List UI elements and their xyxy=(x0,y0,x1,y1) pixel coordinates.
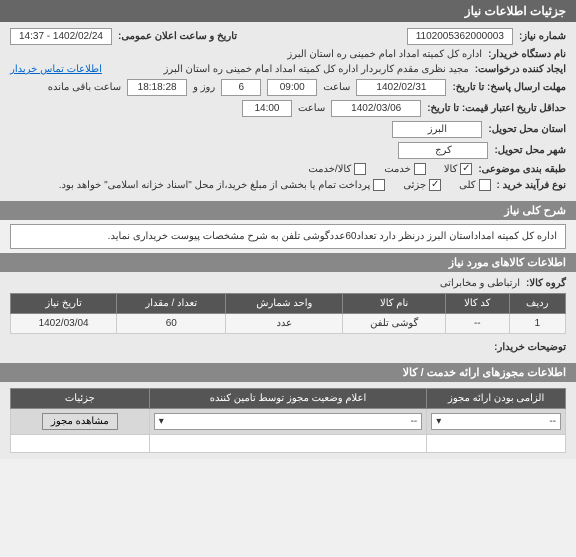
permits-header: اطلاعات مجوزهای ارائه خدمت / کالا xyxy=(0,363,576,382)
announce-value: 1402/02/24 - 14:37 xyxy=(10,28,112,45)
select-value: -- xyxy=(549,416,556,427)
deadline-time: 09:00 xyxy=(267,79,317,96)
items-table: ردیف کد کالا نام کالا واحد شمارش تعداد /… xyxy=(10,293,566,334)
col-qty: تعداد / مقدار xyxy=(117,294,226,314)
general-desc-text: اداره کل کمیته امداداستان البرز درنظر دا… xyxy=(10,224,566,249)
cat-goods-service-item[interactable]: کالا/خدمت xyxy=(308,163,366,175)
col-name: نام کالا xyxy=(343,294,446,314)
cell-declare: -- ▾ xyxy=(149,409,427,435)
checkbox-checked-icon xyxy=(429,179,441,191)
validity-date: 1402/03/06 xyxy=(331,100,421,117)
days-left-label: روز و xyxy=(193,82,215,93)
validity-time: 14:00 xyxy=(242,100,292,117)
validity-label: حداقل تاریخ اعتبار قیمت: تا تاریخ: xyxy=(427,103,566,114)
buyer-org-value: اداره کل کمیته امداد امام خمینی ره استان… xyxy=(287,49,482,60)
col-date: تاریخ نیاز xyxy=(11,294,117,314)
deadline-date: 1402/02/31 xyxy=(356,79,446,96)
chevron-down-icon: ▾ xyxy=(159,416,164,427)
table-row[interactable]: 1 -- گوشی تلفن عدد 60 1402/03/04 xyxy=(11,314,566,334)
city-value: کرج xyxy=(398,142,488,159)
permits-table: الزامی بودن ارائه مجوز اعلام وضعیت مجوز … xyxy=(10,388,566,453)
cat-service-item[interactable]: خدمت xyxy=(384,163,426,175)
group-value: ارتباطی و مخابراتی xyxy=(440,278,520,289)
province-label: استان محل تحویل: xyxy=(488,124,566,135)
deadline-label: مهلت ارسال پاسخ: تا تاریخ: xyxy=(452,82,566,93)
cat-goods-item[interactable]: کالا xyxy=(444,163,473,175)
table-row: -- ▾ -- ▾ مشاهده مجوز xyxy=(11,409,566,435)
payment-note-item[interactable]: پرداخت تمام یا بخشی از مبلغ خرید،از محل … xyxy=(59,179,386,191)
select-value: -- xyxy=(411,416,418,427)
permits-panel: الزامی بودن ارائه مجوز اعلام وضعیت مجوز … xyxy=(0,382,576,459)
purchase-type-label: نوع فرآیند خرید : xyxy=(497,180,566,191)
cell-mandatory: -- ▾ xyxy=(427,409,566,435)
pt-partial-item[interactable]: جزئی xyxy=(403,179,441,191)
time-left: 18:18:28 xyxy=(127,79,187,96)
items-header: اطلاعات کالاهای مورد نیاز xyxy=(0,253,576,272)
info-panel: شماره نیاز: 1102005362000003 تاریخ و ساع… xyxy=(0,22,576,201)
col-declare: اعلام وضعیت مجوز توسط تامین کننده xyxy=(149,389,427,409)
page-header: جزئیات اطلاعات نیاز xyxy=(0,0,576,22)
cat-service-label: خدمت xyxy=(384,164,411,175)
page-title: جزئیات اطلاعات نیاز xyxy=(465,4,566,18)
checkbox-icon xyxy=(414,163,426,175)
pt-full-item[interactable]: کلی xyxy=(459,179,490,191)
declare-select[interactable]: -- ▾ xyxy=(154,413,423,430)
buyer-org-label: نام دستگاه خریدار: xyxy=(488,49,566,60)
checkbox-icon xyxy=(354,163,366,175)
time-label-1: ساعت xyxy=(323,82,350,93)
view-permit-button[interactable]: مشاهده مجوز xyxy=(42,413,118,430)
mandatory-select[interactable]: -- ▾ xyxy=(431,413,561,430)
buyer-notes-label: توضیحات خریدار: xyxy=(494,342,566,353)
group-label: گروه کالا: xyxy=(526,278,566,289)
cell-name: گوشی تلفن xyxy=(343,314,446,334)
cat-goods-label: کالا xyxy=(444,164,458,175)
chevron-down-icon: ▾ xyxy=(436,416,441,427)
items-panel: گروه کالا: ارتباطی و مخابراتی ردیف کد کا… xyxy=(0,272,576,363)
cell-row: 1 xyxy=(509,314,565,334)
requester-value: مجید نظری مقدم کاربردار اداره کل کمیته ا… xyxy=(164,64,469,75)
table-header-row: الزامی بودن ارائه مجوز اعلام وضعیت مجوز … xyxy=(11,389,566,409)
need-no-label: شماره نیاز: xyxy=(519,31,566,42)
col-mandatory: الزامی بودن ارائه مجوز xyxy=(427,389,566,409)
need-no-value: 1102005362000003 xyxy=(407,28,513,45)
city-label: شهر محل تحویل: xyxy=(494,145,566,156)
time-label-2: ساعت xyxy=(298,103,325,114)
cell-code: -- xyxy=(446,314,509,334)
checkbox-icon xyxy=(373,179,385,191)
table-row-empty xyxy=(11,435,566,453)
cell-date: 1402/03/04 xyxy=(11,314,117,334)
col-details: جزئیات xyxy=(11,389,150,409)
category-label: طبقه بندی موضوعی: xyxy=(478,164,566,175)
province-value: البرز xyxy=(392,121,482,138)
days-left: 6 xyxy=(221,79,261,96)
cat-goods-service-label: کالا/خدمت xyxy=(308,164,351,175)
col-code: کد کالا xyxy=(446,294,509,314)
announce-label: تاریخ و ساعت اعلان عمومی: xyxy=(118,31,237,42)
cell-details: مشاهده مجوز xyxy=(11,409,150,435)
pt-full-label: کلی xyxy=(459,180,475,191)
cell-qty: 60 xyxy=(117,314,226,334)
time-left-label: ساعت باقی مانده xyxy=(48,82,121,93)
cell-unit: عدد xyxy=(226,314,343,334)
requester-label: ایجاد کننده درخواست: xyxy=(475,64,566,75)
contact-link[interactable]: اطلاعات تماس خریدار xyxy=(10,64,102,75)
checkbox-icon xyxy=(479,179,491,191)
checkbox-checked-icon xyxy=(460,163,472,175)
pt-partial-label: جزئی xyxy=(403,180,426,191)
payment-note: پرداخت تمام یا بخشی از مبلغ خرید،از محل … xyxy=(59,180,371,191)
table-header-row: ردیف کد کالا نام کالا واحد شمارش تعداد /… xyxy=(11,294,566,314)
col-row: ردیف xyxy=(509,294,565,314)
col-unit: واحد شمارش xyxy=(226,294,343,314)
general-desc-header: شرح کلی نیاز xyxy=(0,201,576,220)
